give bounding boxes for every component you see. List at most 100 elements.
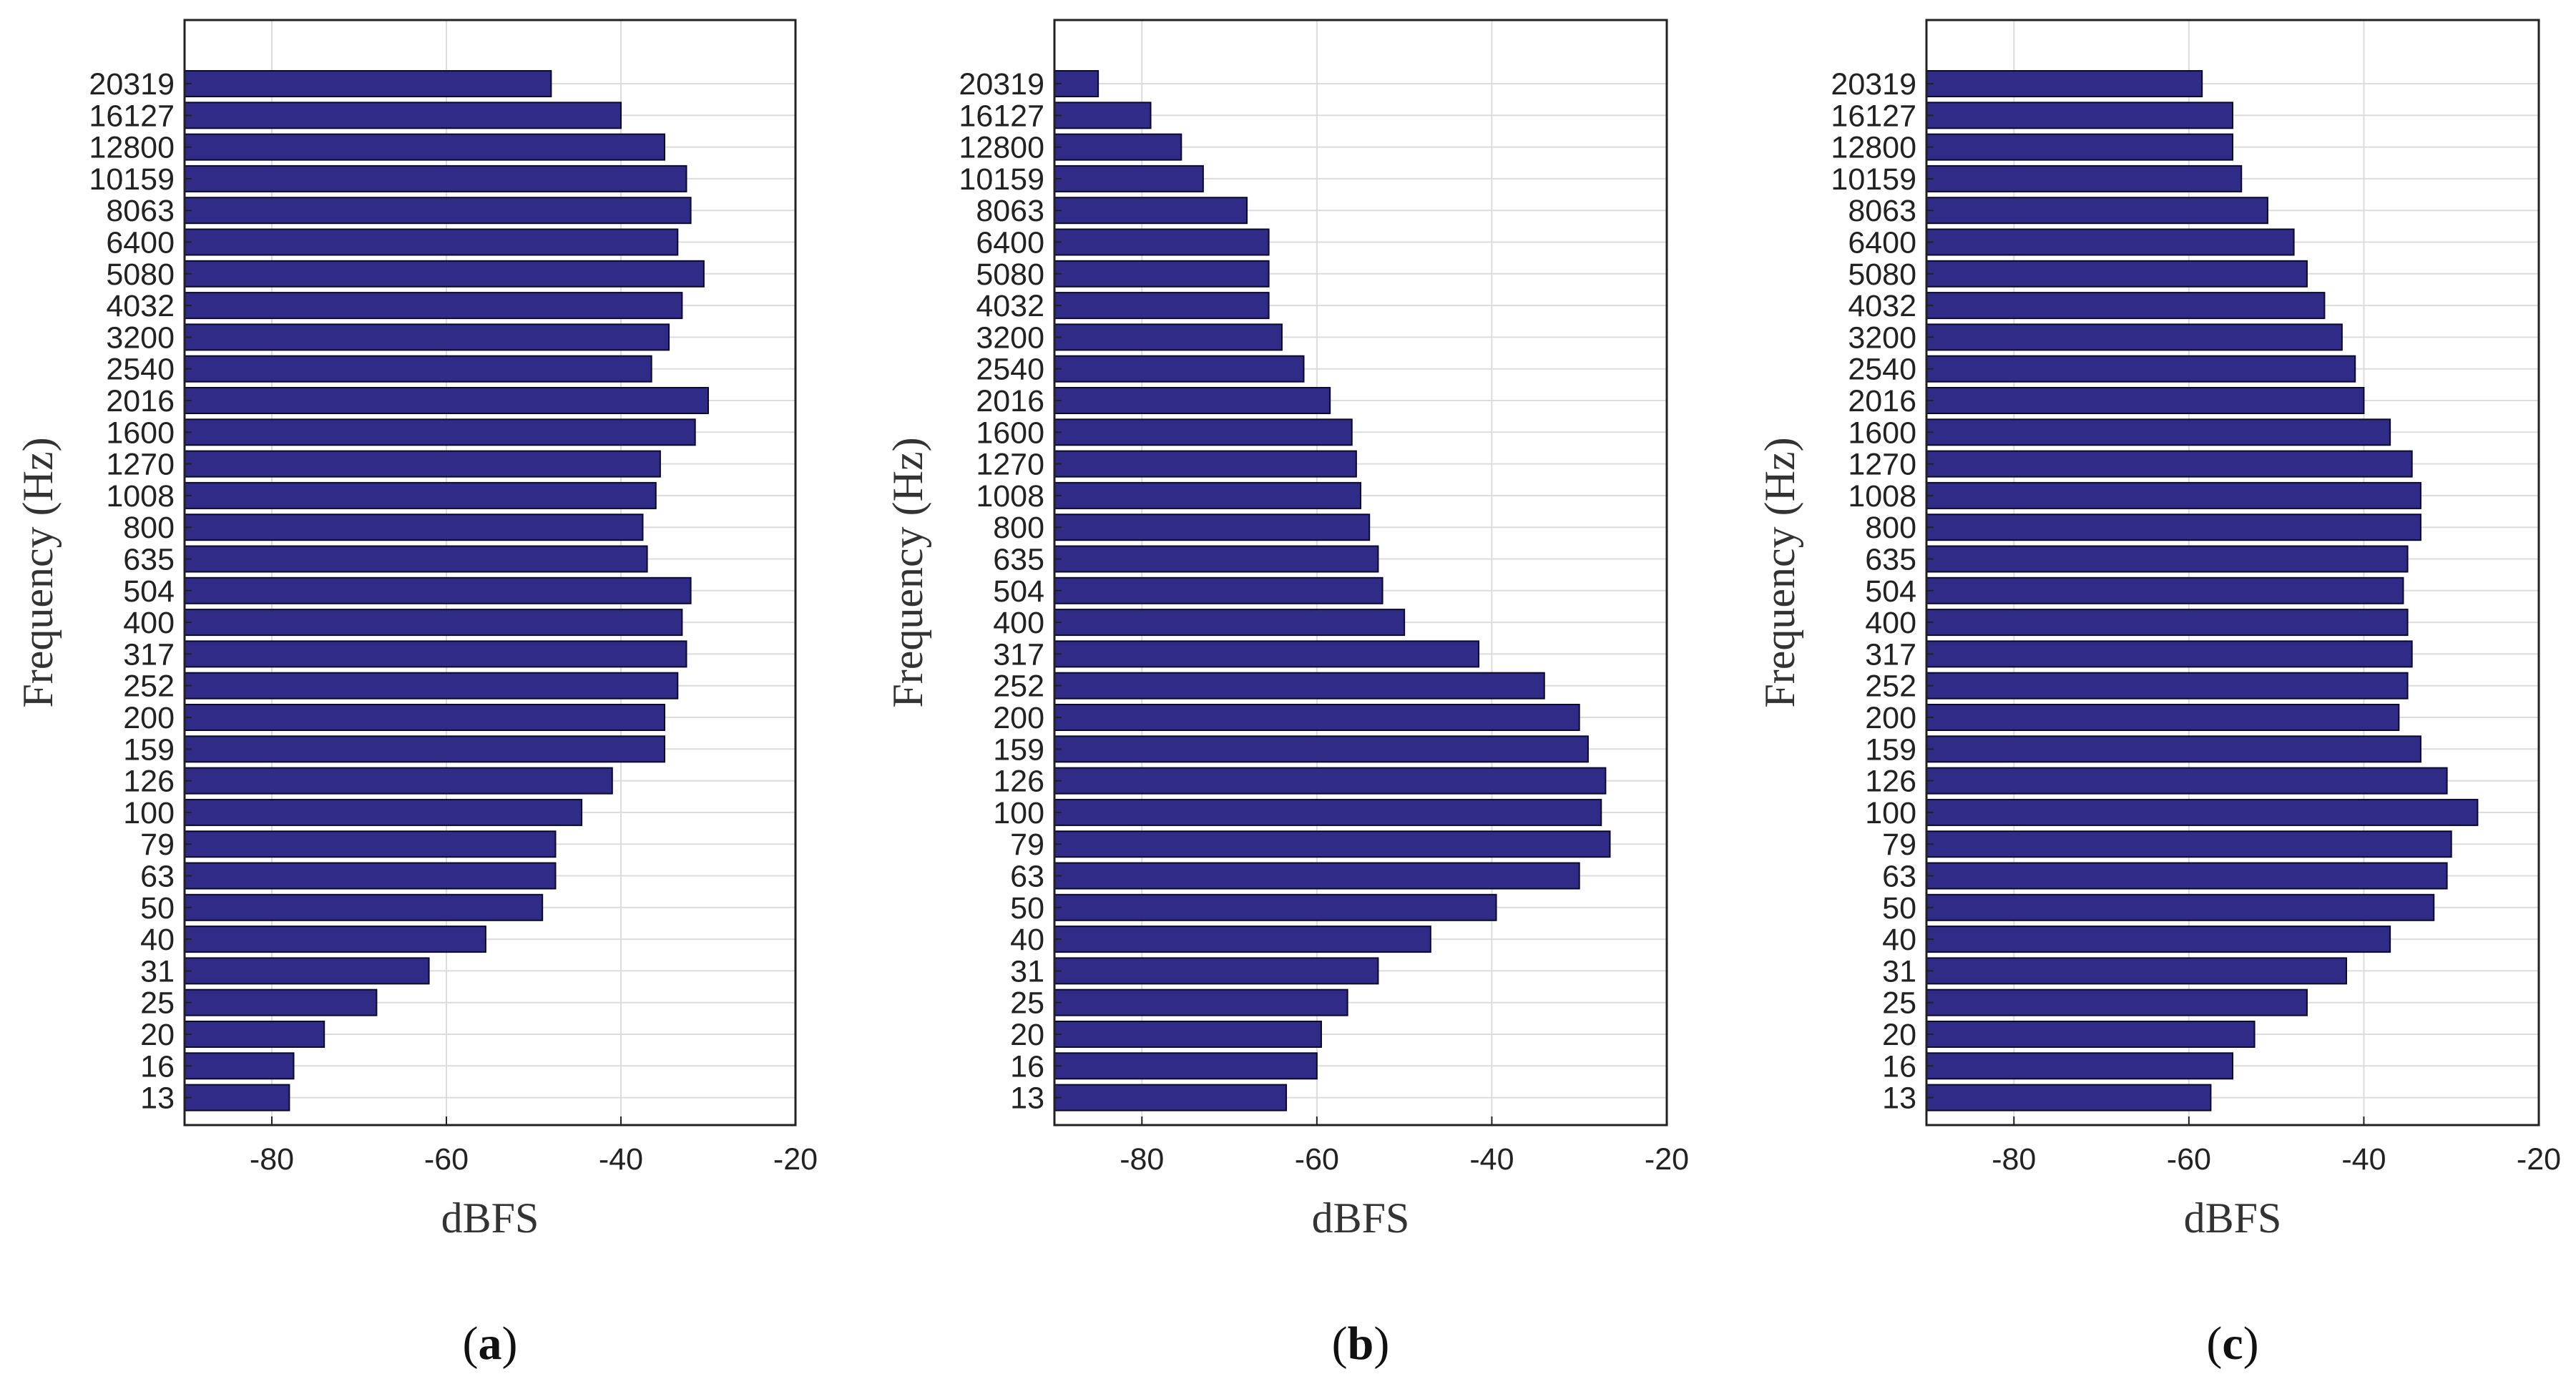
chart-panel-a: 2031916127128001015980636400508040323200…	[14, 19, 818, 1370]
y-tick-label: 317	[123, 637, 175, 672]
y-tick-label: 159	[1865, 732, 1916, 767]
bar-16	[1054, 1052, 1318, 1080]
bar-79	[184, 830, 557, 858]
x-tick-label: -60	[1295, 1142, 1339, 1177]
bar-8063	[1926, 197, 2268, 225]
bar-252	[1054, 672, 1545, 700]
bar-63	[184, 862, 557, 890]
y-tick-label: 10159	[89, 162, 175, 197]
y-tick-label: 504	[993, 574, 1044, 609]
bar-4032	[1054, 292, 1270, 320]
y-tick-label: 63	[1010, 860, 1044, 894]
bar-200	[184, 704, 665, 731]
bar-3200	[184, 323, 670, 351]
y-tick-label: 25	[140, 986, 175, 1021]
x-tick-label: -80	[250, 1142, 294, 1177]
y-axis-title: Frequency (Hz)	[884, 437, 931, 707]
y-tick-label: 79	[1882, 828, 1916, 862]
y-tick-label: 8063	[106, 194, 175, 228]
y-tick-label: 2016	[976, 384, 1044, 418]
bar-100	[184, 798, 583, 826]
y-tick-label: 16127	[959, 99, 1044, 133]
bar-200	[1926, 704, 2400, 731]
chart-panel-b: 2031916127128001015980636400508040323200…	[884, 19, 1689, 1370]
bar-400	[1054, 609, 1406, 637]
x-tick-label: -40	[1469, 1142, 1514, 1177]
bar-1270	[1054, 450, 1357, 478]
x-axis-title: dBFS	[1312, 1194, 1410, 1242]
bar-40	[184, 926, 486, 953]
y-tick-label: 13	[140, 1081, 175, 1116]
bar-63	[1926, 862, 2448, 890]
bar-1008	[1054, 481, 1361, 509]
y-tick-label: 5080	[106, 257, 175, 292]
bar-6400	[184, 228, 679, 256]
y-tick-label: 16	[140, 1049, 175, 1084]
y-tick-label: 200	[123, 701, 175, 735]
bar-635	[1926, 545, 2409, 573]
y-tick-label: 2540	[976, 353, 1044, 387]
bar-63	[1054, 862, 1580, 890]
y-tick-label: 126	[123, 765, 175, 799]
bar-1270	[1926, 450, 2413, 478]
y-tick-label: 40	[1882, 923, 1916, 957]
bar-252	[184, 672, 679, 700]
bar-20319	[184, 70, 552, 97]
y-tick-label: 100	[993, 796, 1044, 830]
y-tick-label: 3200	[1848, 320, 1916, 355]
bar-10159	[184, 165, 687, 192]
bar-317	[184, 640, 687, 668]
y-axis-title: Frequency (Hz)	[14, 437, 62, 707]
y-tick-label: 10159	[1831, 162, 1916, 197]
y-tick-label: 3200	[106, 320, 175, 355]
y-tick-label: 63	[140, 860, 175, 894]
x-tick-label: -20	[773, 1142, 818, 1177]
bar-12800	[184, 133, 665, 161]
y-tick-label: 50	[1882, 891, 1916, 926]
bar-800	[1926, 514, 2421, 541]
y-tick-label: 8063	[976, 194, 1044, 228]
y-tick-label: 1008	[976, 479, 1044, 514]
y-tick-label: 1270	[106, 448, 175, 482]
y-tick-label: 25	[1010, 986, 1044, 1021]
bar-400	[1926, 609, 2409, 637]
bar-100	[1926, 798, 2479, 826]
bar-504	[1926, 576, 2404, 604]
x-tick-label: -60	[424, 1142, 469, 1177]
y-tick-label: 2540	[1848, 353, 1916, 387]
y-tick-label: 40	[1010, 923, 1044, 957]
bar-159	[184, 735, 665, 763]
y-tick-label: 635	[123, 543, 175, 577]
y-tick-label: 79	[140, 828, 175, 862]
bar-25	[184, 988, 378, 1016]
bar-12800	[1926, 133, 2233, 161]
bar-8063	[1054, 197, 1248, 225]
y-tick-label: 79	[1010, 828, 1044, 862]
y-tick-label: 200	[993, 701, 1044, 735]
y-tick-label: 252	[123, 669, 175, 704]
y-tick-label: 3200	[976, 320, 1044, 355]
bar-6400	[1054, 228, 1270, 256]
y-tick-label: 6400	[106, 226, 175, 260]
y-axis-title: Frequency (Hz)	[1756, 437, 1803, 707]
bar-16127	[1054, 102, 1152, 129]
bar-5080	[1926, 260, 2308, 288]
x-tick-label: -80	[1992, 1142, 2036, 1177]
y-tick-label: 16	[1010, 1049, 1044, 1084]
bar-40	[1926, 926, 2391, 953]
y-tick-label: 50	[140, 891, 175, 926]
y-tick-label: 16127	[1831, 99, 1916, 133]
y-tick-label: 13	[1010, 1081, 1044, 1116]
y-tick-label: 12800	[89, 131, 175, 165]
bar-8063	[184, 197, 692, 225]
y-tick-label: 504	[1865, 574, 1916, 609]
bar-159	[1926, 735, 2421, 763]
bar-16127	[1926, 102, 2233, 129]
bar-2540	[184, 355, 652, 383]
bar-40	[1054, 926, 1431, 953]
bar-79	[1926, 830, 2452, 858]
panel-label: (b)	[1332, 1317, 1390, 1370]
panel-label: (c)	[2206, 1317, 2258, 1370]
x-tick-label: -80	[1120, 1142, 1164, 1177]
plot-area	[183, 19, 797, 1127]
